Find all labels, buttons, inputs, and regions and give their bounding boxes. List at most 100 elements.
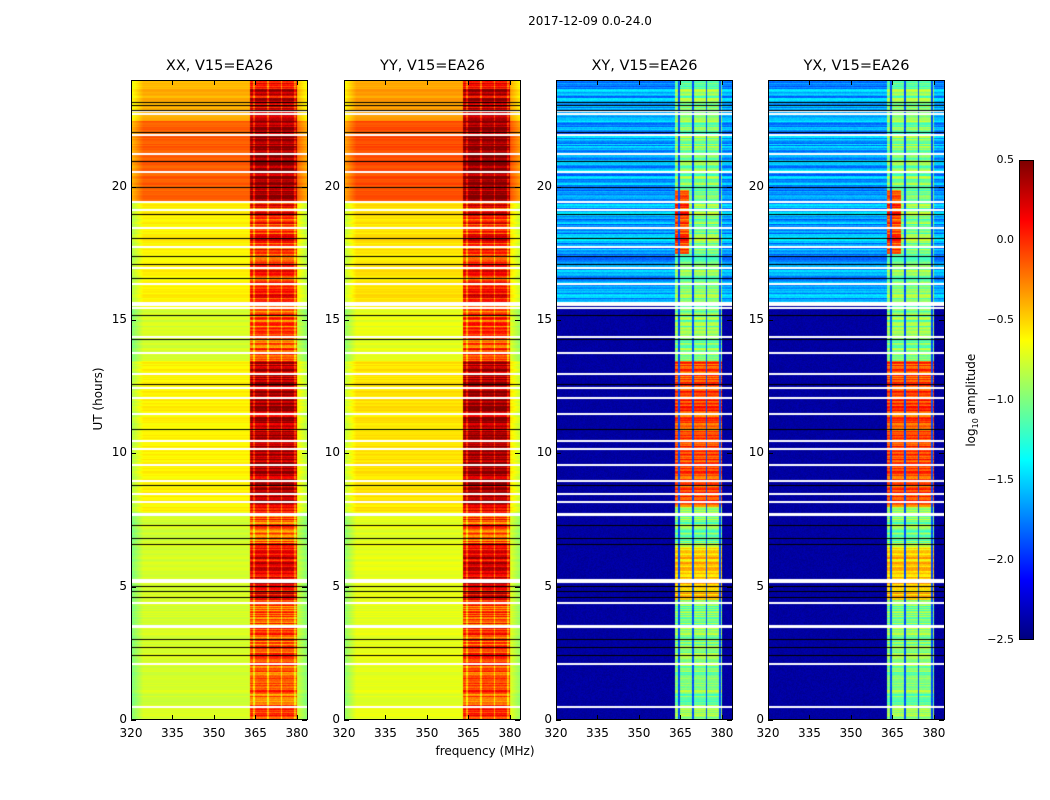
y-tick-label: 10 xyxy=(536,445,552,460)
y-tick-mark xyxy=(939,586,944,588)
heatmap-yx xyxy=(769,81,944,719)
colorbar-tick-label: −1.5 xyxy=(987,473,1014,486)
x-tick-mark xyxy=(638,715,640,720)
x-tick-mark xyxy=(468,715,470,720)
colorbar-tick-label: −2.5 xyxy=(987,633,1014,646)
x-tick-mark xyxy=(385,80,387,85)
y-tick-mark xyxy=(131,720,136,721)
x-tick-mark xyxy=(385,715,387,720)
figure-title: 2017-12-09 0.0-24.0 xyxy=(528,14,652,28)
x-tick-mark xyxy=(892,80,894,85)
y-tick-mark xyxy=(344,186,349,188)
x-tick-mark xyxy=(768,715,769,720)
x-tick-mark xyxy=(213,80,215,85)
x-tick-mark xyxy=(556,715,557,720)
x-tick-mark xyxy=(426,80,428,85)
x-tick-mark xyxy=(680,80,682,85)
x-tick-mark xyxy=(296,715,298,720)
x-tick-label: 335 xyxy=(586,726,609,740)
x-tick-mark xyxy=(344,80,345,85)
colorbar-label-sub: 10 xyxy=(971,418,981,429)
y-tick-mark xyxy=(727,453,732,455)
y-tick-mark xyxy=(515,453,520,455)
y-tick-mark xyxy=(556,186,561,188)
y-tick-label: 0 xyxy=(544,712,552,726)
panel-title-xy: XY, V15=EA26 xyxy=(591,58,698,74)
y-tick-mark xyxy=(515,720,520,721)
x-tick-mark xyxy=(556,80,557,85)
x-tick-label: 380 xyxy=(710,726,734,740)
y-tick-mark xyxy=(515,320,520,321)
x-tick-mark xyxy=(933,715,935,720)
y-tick-mark xyxy=(556,586,561,588)
y-tick-label: 0 xyxy=(119,712,127,726)
colorbar-label: log10 amplitude xyxy=(964,340,980,460)
x-tick-mark xyxy=(597,80,599,85)
y-tick-mark xyxy=(556,720,561,721)
x-tick-mark xyxy=(809,715,811,720)
x-tick-label: 320 xyxy=(756,726,780,740)
x-tick-mark xyxy=(721,715,723,720)
x-tick-mark xyxy=(131,80,132,85)
x-tick-mark xyxy=(296,80,298,85)
heatmap-xy xyxy=(557,81,732,719)
y-tick-mark xyxy=(939,186,944,188)
y-tick-mark xyxy=(768,186,773,188)
x-tick-mark xyxy=(721,80,723,85)
x-tick-mark xyxy=(255,80,257,85)
x-tick-mark xyxy=(933,80,935,85)
y-tick-mark xyxy=(768,453,773,455)
y-tick-label: 15 xyxy=(324,312,340,326)
y-tick-label: 15 xyxy=(111,312,127,326)
y-tick-mark xyxy=(131,586,136,588)
y-tick-mark xyxy=(939,320,944,321)
y-tick-label: 5 xyxy=(332,578,340,593)
x-tick-label: 335 xyxy=(374,726,397,740)
x-tick-mark xyxy=(172,715,174,720)
x-tick-label: 365 xyxy=(669,726,692,740)
colorbar xyxy=(1019,160,1034,640)
y-tick-mark xyxy=(302,186,307,188)
y-tick-label: 15 xyxy=(748,312,764,326)
x-tick-mark xyxy=(680,715,682,720)
y-tick-mark xyxy=(302,453,307,455)
heatmap-panel-xx xyxy=(131,80,308,720)
y-tick-mark xyxy=(344,320,349,321)
x-tick-mark xyxy=(892,715,894,720)
y-tick-label: 5 xyxy=(544,578,552,593)
y-tick-mark xyxy=(727,720,732,721)
x-tick-mark xyxy=(850,715,852,720)
y-tick-mark xyxy=(939,453,944,455)
x-tick-mark xyxy=(426,715,428,720)
y-tick-mark xyxy=(515,586,520,588)
x-tick-mark xyxy=(509,715,511,720)
y-tick-label: 10 xyxy=(324,445,340,460)
x-tick-label: 365 xyxy=(457,726,480,740)
y-tick-label: 15 xyxy=(536,312,552,326)
y-tick-label: 10 xyxy=(111,445,127,460)
x-tick-label: 350 xyxy=(627,726,651,740)
x-tick-label: 365 xyxy=(881,726,904,740)
x-tick-mark xyxy=(255,715,257,720)
y-tick-mark xyxy=(302,720,307,721)
y-tick-mark xyxy=(768,320,773,321)
x-tick-label: 320 xyxy=(332,726,356,740)
y-tick-label: 0 xyxy=(332,712,340,726)
y-tick-label: 5 xyxy=(756,578,764,593)
y-axis-label: UT (hours) xyxy=(91,367,105,431)
x-tick-mark xyxy=(509,80,511,85)
x-tick-label: 350 xyxy=(839,726,863,740)
x-tick-label: 350 xyxy=(415,726,439,740)
x-tick-label: 335 xyxy=(161,726,184,740)
x-tick-mark xyxy=(597,715,599,720)
x-tick-mark xyxy=(809,80,811,85)
panel-title-xx: XX, V15=EA26 xyxy=(165,58,274,74)
y-tick-mark xyxy=(727,586,732,588)
y-tick-mark xyxy=(768,586,773,588)
colorbar-tick-label: −1.0 xyxy=(987,393,1014,406)
y-tick-mark xyxy=(344,720,349,721)
heatmap-panel-yy xyxy=(344,80,521,720)
colorbar-tick-label: 0.5 xyxy=(996,153,1015,166)
x-tick-label: 350 xyxy=(202,726,226,740)
x-tick-mark xyxy=(850,80,852,85)
